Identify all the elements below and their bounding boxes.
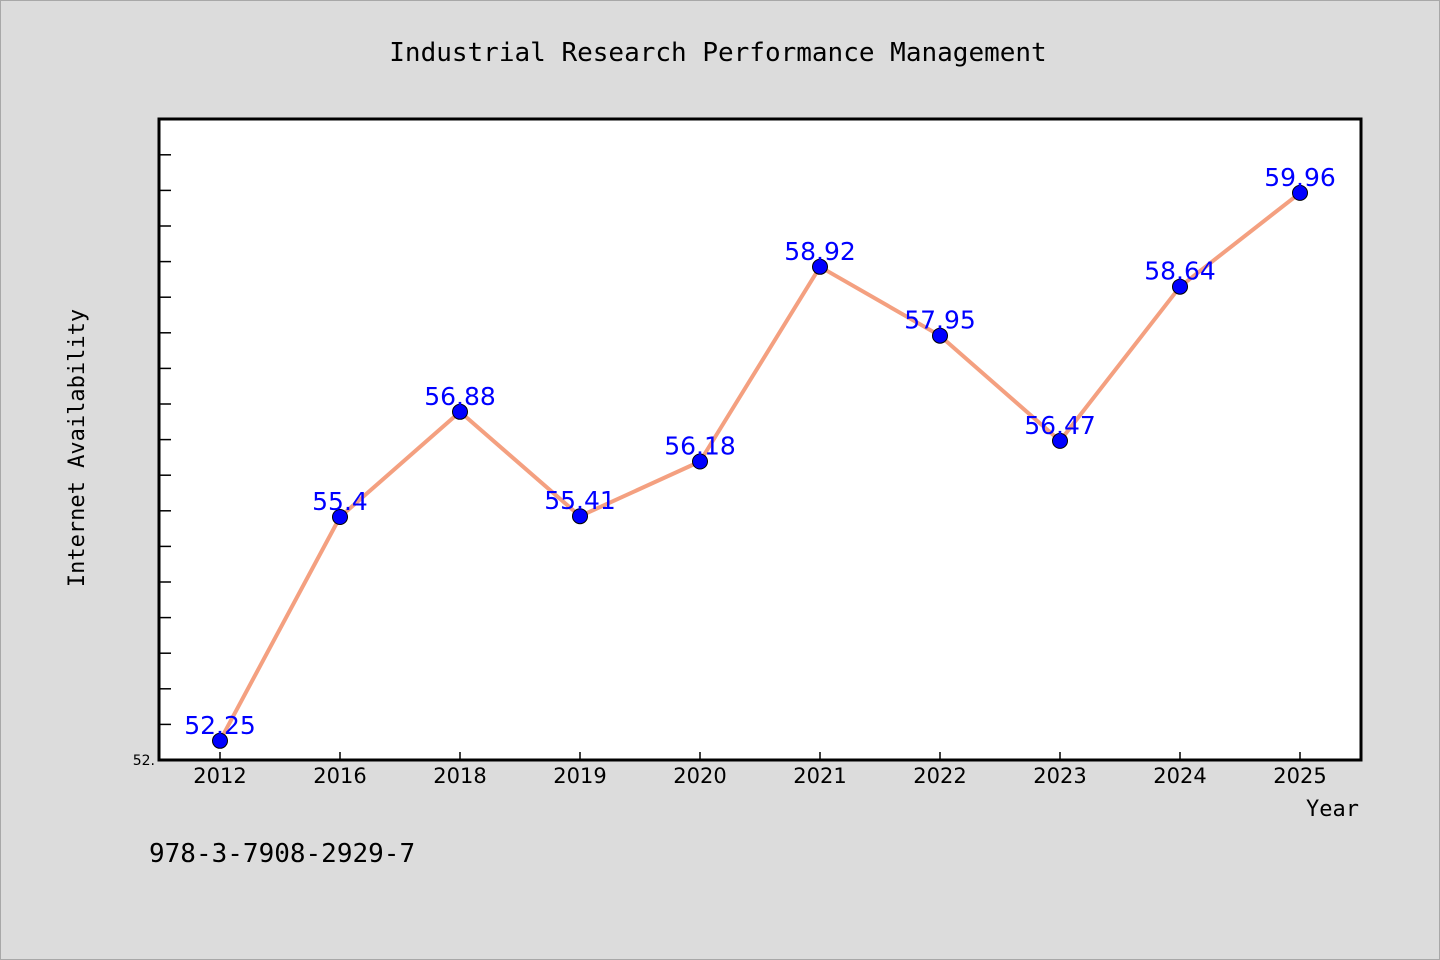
data-label: 57.95 [904,306,976,335]
data-label: 52.25 [184,711,256,740]
x-tick-label: 2016 [313,764,366,788]
chart-title: Industrial Research Performance Manageme… [389,38,1046,68]
x-tick-label: 2018 [433,764,486,788]
x-tick-label: 2025 [1273,764,1326,788]
series-line [218,191,1302,742]
data-label: 59.96 [1264,163,1336,192]
data-markers [212,184,1308,749]
x-axis-label: Year [1306,797,1359,822]
x-tick-label: 2024 [1153,764,1206,788]
x-tick-label: 2019 [553,764,606,788]
data-label: 58.64 [1144,257,1216,286]
x-tick-label: 2022 [913,764,966,788]
data-label: 56.18 [664,432,736,461]
data-point [212,732,228,749]
x-tick-label: 2023 [1033,764,1086,788]
y-tick-label: 52. [133,753,155,769]
data-point [572,508,588,525]
plot-area [157,117,1363,762]
data-point [1292,184,1308,201]
x-axis-ticks [219,752,1301,760]
data-label: 55.41 [544,486,616,515]
data-point [1172,278,1188,295]
data-point [332,509,348,525]
data-label: 58.92 [784,237,856,266]
data-point [452,403,468,420]
x-tick-label: 2021 [793,764,846,788]
data-label: 56.88 [424,382,496,411]
data-point [812,258,828,275]
y-axis-ticks [159,154,171,726]
data-label: 56.47 [1024,411,1096,440]
data-point [692,453,708,470]
data-point [1052,432,1068,449]
data-point [932,327,948,344]
data-label: 55.4 [312,487,368,516]
footer-identifier: 978-3-7908-2929-7 [149,839,415,869]
x-tick-label: 2012 [193,764,246,788]
x-tick-label: 2020 [673,764,726,788]
data-labels: 52.25 55.4 56.88 55.41 56.18 58.92 57.95 56.47 5… [184,163,1336,740]
y-axis-label: Internet Availability [65,309,90,587]
x-tick-labels: 2012 2016 2018 2019 2020 2021 2022 2023 2024 2025 [193,764,1326,788]
